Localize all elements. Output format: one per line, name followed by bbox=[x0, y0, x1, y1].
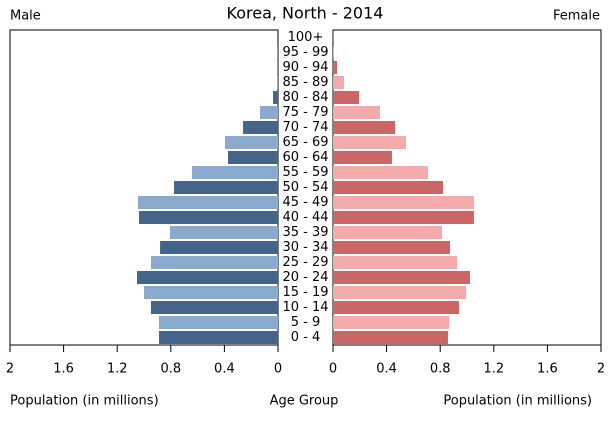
bar bbox=[333, 121, 396, 134]
bar bbox=[333, 181, 444, 194]
bar bbox=[260, 106, 278, 119]
bar bbox=[273, 91, 278, 104]
bar bbox=[228, 151, 278, 164]
bar bbox=[137, 271, 278, 284]
bar bbox=[333, 166, 429, 179]
bar bbox=[159, 331, 278, 344]
age-label: 5 - 9 bbox=[291, 315, 321, 330]
age-label: 40 - 44 bbox=[282, 210, 328, 225]
bar bbox=[333, 76, 344, 89]
age-label: 90 - 94 bbox=[282, 60, 328, 75]
bar bbox=[150, 301, 278, 314]
age-label: 15 - 19 bbox=[282, 285, 328, 300]
bar bbox=[333, 211, 474, 224]
x-tick-label: 0 bbox=[274, 362, 282, 377]
bar bbox=[333, 151, 392, 164]
bar bbox=[333, 196, 474, 209]
bar bbox=[333, 256, 457, 269]
y-axis-label: Age Group bbox=[270, 394, 339, 409]
bar bbox=[174, 181, 278, 194]
x-tick-label: 0.4 bbox=[376, 362, 397, 377]
age-label: 100+ bbox=[288, 30, 324, 45]
bar bbox=[333, 286, 467, 299]
bar bbox=[139, 211, 278, 224]
x-tick-label: 2 bbox=[6, 362, 14, 377]
age-label: 35 - 39 bbox=[282, 225, 328, 240]
bar bbox=[277, 76, 278, 89]
x-tick-label: 2 bbox=[597, 362, 605, 377]
bar bbox=[159, 316, 278, 329]
bar bbox=[243, 121, 278, 134]
bar bbox=[333, 46, 334, 59]
x-tick-label: 0.4 bbox=[214, 362, 235, 377]
age-label: 20 - 24 bbox=[282, 270, 328, 285]
age-label: 70 - 74 bbox=[282, 120, 328, 135]
age-label: 65 - 69 bbox=[282, 135, 328, 150]
legend-female: Female bbox=[553, 9, 600, 24]
bar bbox=[333, 301, 459, 314]
age-label: 75 - 79 bbox=[282, 105, 328, 120]
bar bbox=[333, 331, 448, 344]
bar bbox=[224, 136, 278, 149]
age-label: 50 - 54 bbox=[282, 180, 328, 195]
bar bbox=[160, 241, 278, 254]
age-label: 25 - 29 bbox=[282, 255, 328, 270]
x-tick-label: 0.8 bbox=[430, 362, 451, 377]
bar bbox=[333, 106, 381, 119]
x-tick-label: 1.2 bbox=[483, 362, 504, 377]
age-label: 80 - 84 bbox=[282, 90, 328, 105]
bar bbox=[333, 226, 442, 239]
bar bbox=[333, 91, 359, 104]
age-label: 85 - 89 bbox=[282, 75, 328, 90]
bar bbox=[191, 166, 278, 179]
age-label: 55 - 59 bbox=[282, 165, 328, 180]
chart-title: Korea, North - 2014 bbox=[227, 4, 384, 23]
x-tick-label: 1.6 bbox=[53, 362, 74, 377]
bar bbox=[144, 286, 278, 299]
x-tick-label: 1.6 bbox=[537, 362, 558, 377]
bar bbox=[333, 136, 407, 149]
bar bbox=[333, 316, 450, 329]
age-label: 10 - 14 bbox=[282, 300, 328, 315]
x-tick-label: 0.8 bbox=[160, 362, 181, 377]
x-axis-label: Population (in millions) bbox=[443, 394, 592, 409]
bar bbox=[333, 271, 470, 284]
x-tick-label: 0 bbox=[329, 362, 337, 377]
age-label: 0 - 4 bbox=[291, 330, 321, 345]
age-label: 30 - 34 bbox=[282, 240, 328, 255]
bar bbox=[333, 241, 450, 254]
age-label: 60 - 64 bbox=[282, 150, 328, 165]
bar bbox=[150, 256, 278, 269]
x-tick-label: 1.2 bbox=[107, 362, 128, 377]
x-axis-label: Population (in millions) bbox=[10, 394, 159, 409]
age-label: 45 - 49 bbox=[282, 195, 328, 210]
legend-male: Male bbox=[10, 9, 41, 24]
bar bbox=[137, 196, 278, 209]
bar bbox=[169, 226, 278, 239]
bar bbox=[333, 61, 338, 74]
age-label: 95 - 99 bbox=[282, 45, 328, 60]
